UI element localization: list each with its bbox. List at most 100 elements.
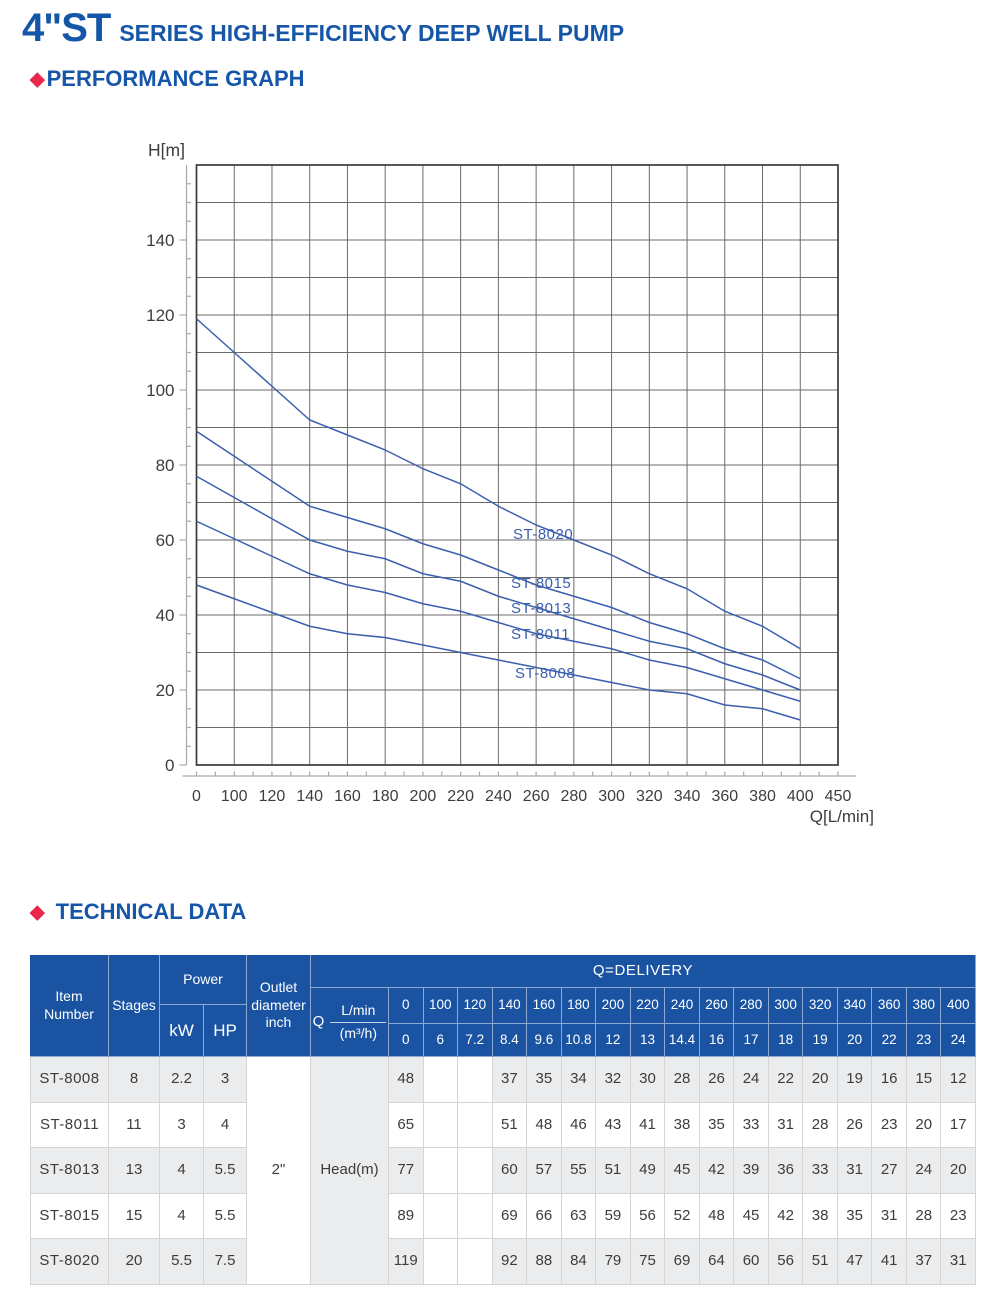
cell-stages: 8 — [109, 1057, 160, 1103]
curve-ST-8020 — [196, 318, 801, 650]
cell-head-value: 28 — [803, 1102, 838, 1149]
curve-ST-8015 — [196, 430, 801, 680]
header-flow-lmin: 100 — [423, 988, 459, 1024]
cell-head-value: 33 — [734, 1102, 769, 1149]
header-flow-lmin: 140 — [492, 988, 528, 1024]
cell-head-value: 77 — [389, 1148, 424, 1194]
svg-text:300: 300 — [598, 788, 625, 805]
cell-head-value: 33 — [803, 1148, 838, 1194]
cell-hp: 7.5 — [204, 1239, 247, 1285]
cell-stages: 11 — [109, 1102, 160, 1149]
cell-head-value: 20 — [803, 1057, 838, 1103]
header-flow-m3h: 20 — [837, 1024, 873, 1057]
technical-data-table: Item Number Stages Power kW HP Outlet diamete… — [30, 955, 976, 1285]
header-flow-m3h: 17 — [734, 1024, 769, 1057]
cell-head-value: 60 — [492, 1148, 528, 1194]
cell-head-value: 38 — [665, 1102, 700, 1149]
cell-stages: 20 — [109, 1239, 160, 1285]
header-flow-m3h: 14.4 — [665, 1024, 700, 1057]
svg-text:360: 360 — [711, 788, 738, 805]
header-outlet-diameter: Outlet diameter inch — [247, 955, 311, 1057]
header-flow-m3h: 7.2 — [458, 1024, 493, 1057]
cell-head-value — [458, 1193, 493, 1240]
cell-head-value: 55 — [561, 1148, 597, 1194]
cell-stages: 13 — [109, 1148, 160, 1194]
header-hp: HP — [204, 1005, 247, 1057]
cell-head-value: 51 — [492, 1102, 528, 1149]
cell-head-value — [458, 1057, 493, 1103]
svg-text:120: 120 — [146, 306, 174, 325]
q-symbol: Q — [312, 1012, 325, 1030]
cell-head-value: 24 — [906, 1148, 942, 1194]
cell-head-value: 69 — [492, 1193, 528, 1240]
header-flow-m3h: 24 — [941, 1024, 976, 1057]
cell-head-label: Head(m) — [311, 1057, 389, 1285]
curve-label-ST-8008: ST-8008 — [515, 665, 575, 682]
cell-head-value: 23 — [941, 1193, 976, 1240]
cell-head-value: 51 — [596, 1148, 631, 1194]
cell-head-value: 34 — [561, 1057, 597, 1103]
cell-head-value: 32 — [596, 1057, 631, 1103]
cell-head-value: 15 — [906, 1057, 942, 1103]
cell-head-value: 27 — [872, 1148, 907, 1194]
cell-item-number: ST-8020 — [30, 1239, 109, 1285]
x-axis: 0 100 120 140 160 180 200 220 240 260 280 300 320 340… — [182, 771, 874, 826]
header-flow-lmin: 400 — [941, 988, 976, 1024]
cell-head-value: 26 — [837, 1102, 873, 1149]
header-kw: kW — [160, 1005, 204, 1057]
q-unit-lmin: L/min — [341, 1002, 376, 1018]
cell-head-value — [423, 1193, 459, 1240]
svg-text:240: 240 — [485, 788, 512, 805]
header-flow-lmin: 200 — [596, 988, 631, 1024]
cell-head-value: 35 — [527, 1057, 562, 1103]
cell-kw: 4 — [160, 1148, 204, 1194]
header-flow-m3h: 19 — [803, 1024, 838, 1057]
title-description: SERIES HIGH-EFFICIENCY DEEP WELL PUMP — [119, 20, 625, 46]
header-flow-lmin: 340 — [837, 988, 873, 1024]
cell-head-value: 64 — [699, 1239, 735, 1285]
cell-head-value: 23 — [872, 1102, 907, 1149]
cell-head-value: 45 — [665, 1148, 700, 1194]
page-title: 4"ST SERIES HIGH-EFFICIENCY DEEP WELL PU… — [22, 6, 624, 51]
cell-hp: 5.5 — [204, 1148, 247, 1194]
svg-text:380: 380 — [749, 788, 776, 805]
cell-item-number: ST-8008 — [30, 1057, 109, 1103]
svg-text:120: 120 — [259, 788, 286, 805]
header-flow-lmin: 260 — [699, 988, 735, 1024]
cell-kw: 4 — [160, 1193, 204, 1240]
cell-head-value: 39 — [734, 1148, 769, 1194]
cell-head-value — [423, 1239, 459, 1285]
svg-text:160: 160 — [334, 788, 361, 805]
section-performance-label: PERFORMANCE GRAPH — [46, 66, 305, 91]
header-flow-m3h: 23 — [906, 1024, 942, 1057]
cell-head-value: 60 — [734, 1239, 769, 1285]
header-flow-m3h: 22 — [872, 1024, 907, 1057]
cell-head-value — [423, 1102, 459, 1149]
cell-kw: 3 — [160, 1102, 204, 1149]
section-technical-label: TECHNICAL DATA — [55, 899, 247, 924]
curve-label-ST-8011: ST-8011 — [511, 626, 570, 643]
cell-head-value — [458, 1102, 493, 1149]
cell-hp: 4 — [204, 1102, 247, 1149]
cell-head-value: 31 — [768, 1102, 804, 1149]
performance-chart: 0 20 40 60 80 100 120 140 H[m] 0 100 120 140 160 180 20… — [146, 140, 874, 826]
svg-text:140: 140 — [296, 788, 323, 805]
header-flow-m3h: 16 — [699, 1024, 735, 1057]
svg-text:40: 40 — [156, 606, 175, 625]
cell-stages: 15 — [109, 1193, 160, 1240]
cell-head-value: 41 — [630, 1102, 666, 1149]
cell-head-value: 36 — [768, 1148, 804, 1194]
cell-head-value: 42 — [768, 1193, 804, 1240]
cell-head-value: 88 — [527, 1239, 562, 1285]
plot-border — [195, 164, 839, 766]
header-flow-lmin: 180 — [561, 988, 597, 1024]
cell-head-value: 41 — [872, 1239, 907, 1285]
cell-head-value: 92 — [492, 1239, 528, 1285]
svg-text:260: 260 — [523, 788, 550, 805]
svg-text:60: 60 — [156, 531, 175, 550]
diamond-icon: ◆ — [30, 68, 45, 90]
cell-head-value: 59 — [596, 1193, 631, 1240]
svg-text:400: 400 — [787, 788, 814, 805]
cell-head-value — [458, 1239, 493, 1285]
